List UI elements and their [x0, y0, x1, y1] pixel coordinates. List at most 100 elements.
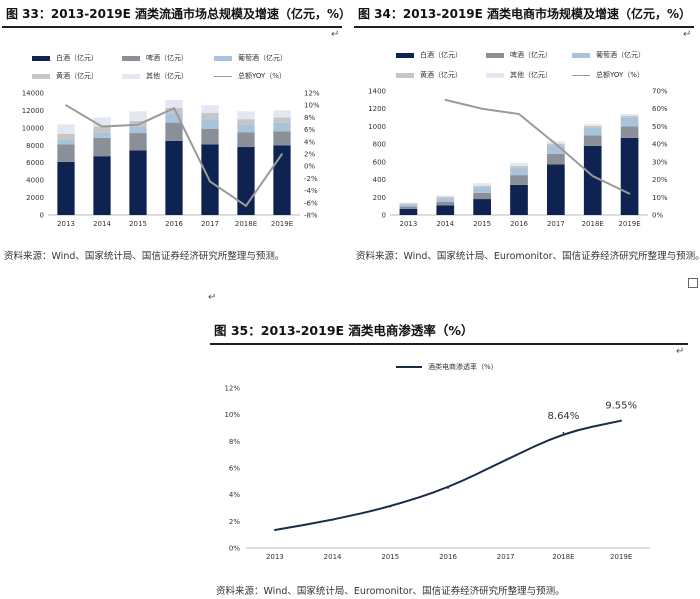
fig33-legend-huangjiu: 黄酒（亿元）	[32, 71, 98, 81]
legend-swatch	[486, 72, 504, 78]
fig34-legend-baijiu: 白酒（亿元）	[396, 50, 462, 60]
x-tick-label: 2017	[547, 220, 565, 228]
y2-tick-label: -2%	[304, 175, 318, 183]
y-tick-label: 14000	[22, 90, 44, 98]
bar-segment	[93, 117, 111, 127]
fig34-chart: 0 200 400 600 800 1000 1200 1400 0% 10% 20% 30% 40% 5…	[368, 88, 668, 229]
resize-handle[interactable]	[688, 278, 698, 288]
bar-segment	[436, 205, 455, 215]
fig33-source: 资料来源：Wind、国家统计局、国信证券经济研究所整理与预测。	[4, 251, 285, 262]
bar-segment	[201, 128, 219, 145]
y2-tick-label: 70%	[652, 88, 668, 96]
bar-segment	[165, 113, 183, 123]
bar-segment	[583, 125, 602, 128]
x-tick-label: 2019E	[271, 220, 293, 228]
y-tick-label: 2%	[229, 518, 240, 526]
bar-segment	[237, 119, 255, 125]
y2-tick-label: 10%	[304, 102, 320, 110]
bar-segment	[129, 150, 147, 215]
y2-tick-label: 60%	[652, 105, 668, 113]
yoy-point	[628, 192, 631, 195]
y-tick-label: 6%	[229, 465, 240, 473]
bar-segment	[547, 145, 565, 154]
bar-segment	[273, 117, 291, 123]
fig35-chart: 0% 2% 4% 6% 8% 10% 12% 2013 2014 2015 2016 2017 2018…	[224, 385, 650, 561]
x-tick-label: 2018E	[582, 220, 604, 228]
y-tick-label: 6000	[26, 159, 44, 167]
x-tick-label: 2019E	[610, 553, 632, 561]
y-tick-label: 0%	[229, 545, 240, 553]
y-tick-label: 4000	[26, 177, 44, 185]
x-tick-label: 2013	[266, 553, 284, 561]
bar-segment	[129, 133, 147, 151]
fig35-legend-penetration: 酒类电商渗透率（%）	[396, 362, 498, 372]
legend-line	[572, 74, 590, 76]
fig35-title-rule	[210, 343, 688, 345]
yoy-point	[444, 99, 447, 101]
bar-segment	[165, 107, 183, 114]
y2-tick-label: 6%	[304, 126, 315, 134]
y-tick-label: 12000	[22, 107, 44, 115]
y2-tick-label: 8%	[304, 114, 315, 122]
y-tick-label: 1200	[368, 105, 386, 113]
x-tick-label: 2017	[497, 553, 515, 561]
penetration-point	[447, 487, 449, 489]
bar-segment	[129, 111, 147, 121]
penetration-point	[620, 419, 623, 422]
bar-segment	[399, 203, 418, 205]
y-tick-label: 12%	[224, 385, 240, 393]
bar-segment	[93, 137, 111, 157]
yoy-point	[101, 125, 103, 128]
bar-segment	[547, 153, 565, 165]
bar-segment	[436, 198, 455, 202]
x-tick-label: 2014	[324, 553, 342, 561]
fig34-source: 资料来源：Wind、国家统计局、Euromonitor、国信证券经济研究所整理与…	[356, 251, 700, 262]
penetration-point	[504, 459, 507, 461]
bar-segment	[583, 135, 602, 146]
y2-tick-label: 12%	[304, 90, 320, 98]
bar-segment	[399, 202, 418, 204]
y2-tick-label: 30%	[652, 158, 668, 166]
bar-segment	[237, 124, 255, 133]
x-tick-label: 2016	[439, 553, 457, 561]
bar-segment	[547, 141, 565, 144]
yoy-point	[65, 104, 67, 106]
bar-segment	[129, 126, 147, 134]
y2-tick-label: 40%	[652, 141, 668, 149]
bar-segment	[165, 122, 183, 141]
bar-segment	[473, 185, 491, 188]
fig33-title-rule	[2, 26, 342, 28]
y-tick-label: 200	[373, 194, 386, 202]
yoy-point	[555, 143, 557, 145]
legend-line	[214, 75, 232, 77]
bar-segment	[273, 145, 291, 215]
bar-segment	[57, 144, 75, 162]
yoy-point	[591, 175, 594, 177]
bar-segment	[473, 187, 491, 193]
fig35-source: 资料来源：Wind、国家统计局、Euromonitor、国信证券经济研究所整理与…	[216, 586, 565, 597]
fig35-title: 图 35：2013-2019E 酒类电商渗透率（%）	[214, 323, 474, 338]
paragraph-mark: ↵	[331, 29, 340, 40]
x-tick-label: 2014	[93, 220, 111, 228]
yoy-point	[518, 113, 520, 115]
x-tick-label: 2016	[165, 220, 183, 228]
bar-segment	[510, 162, 528, 166]
y2-tick-label: -6%	[304, 199, 318, 207]
y2-tick-label: -4%	[304, 187, 318, 195]
bar-segment	[620, 117, 639, 127]
fig33-chart: 0 2000 4000 6000 8000 10000 12000 14000 -8% -6% -4…	[22, 90, 320, 229]
legend-swatch	[486, 52, 504, 58]
y2-tick-label: 2%	[304, 151, 315, 159]
x-tick-label: 2016	[510, 220, 528, 228]
paragraph-mark: ↵	[208, 292, 217, 303]
bar-segment	[473, 192, 491, 200]
bar-segment	[473, 183, 491, 186]
penetration-point	[331, 519, 334, 521]
paragraph-mark: ↵	[676, 346, 685, 357]
x-tick-label: 2015	[473, 220, 491, 228]
bar-segment	[436, 196, 455, 199]
bar-segment	[620, 137, 639, 215]
bar-segment	[237, 132, 255, 148]
bar-segment	[510, 165, 528, 169]
fig34-legend-qita: 其他（亿元）	[486, 70, 552, 80]
